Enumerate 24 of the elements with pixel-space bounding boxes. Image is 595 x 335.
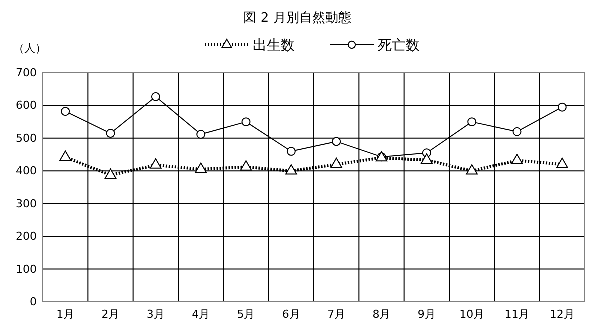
x-tick-label: 2月 — [102, 308, 120, 321]
chart-title: 図 2 月別自然動態 — [244, 11, 352, 26]
x-tick-label: 5月 — [237, 308, 256, 321]
x-tick-label: 3月 — [146, 308, 165, 321]
x-tick-label: 6月 — [282, 308, 300, 321]
y-axis-title: （人） — [14, 42, 46, 55]
y-tick-label: 300 — [16, 197, 37, 210]
legend-label: 出生数 — [253, 38, 295, 54]
x-tick-label: 1月 — [56, 308, 75, 321]
y-tick-label: 100 — [16, 262, 37, 276]
x-tick-label: 7月 — [328, 308, 346, 321]
x-tick-label: 11月 — [504, 308, 530, 321]
y-tick-label: 700 — [16, 66, 37, 80]
y-tick-label: 0 — [30, 296, 37, 309]
x-tick-label: 10月 — [460, 308, 485, 321]
legend-label: 死亡数 — [378, 38, 420, 54]
x-tick-label: 9月 — [418, 308, 436, 321]
y-tick-label: 600 — [16, 99, 37, 112]
y-tick-label: 200 — [16, 230, 37, 244]
x-tick-label: 12月 — [550, 308, 575, 321]
x-tick-label: 4月 — [192, 308, 210, 321]
y-tick-label: 500 — [16, 132, 37, 145]
x-tick-label: 8月 — [372, 308, 391, 321]
y-tick-label: 400 — [16, 164, 37, 178]
